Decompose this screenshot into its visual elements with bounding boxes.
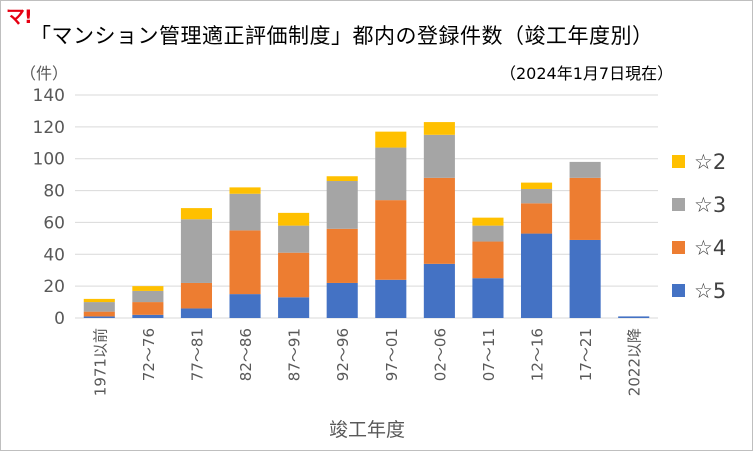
y-axis-unit-label: （件）: [20, 64, 69, 83]
bar-segment: [520, 188, 553, 204]
y-tick-label: 60: [43, 213, 65, 233]
bar-segment: [472, 278, 504, 318]
bar-segment: [83, 311, 115, 317]
bar-segment: [472, 225, 504, 242]
brand-logo: マ!: [6, 6, 33, 28]
y-tick-label: 100: [33, 150, 65, 170]
bar-segment: [180, 208, 213, 220]
bar-segment: [229, 187, 261, 194]
bar-segment: [375, 147, 407, 201]
bar-segment: [180, 219, 213, 283]
bar-segment: [472, 217, 504, 226]
x-tick-label: 1971以前: [91, 328, 109, 396]
bar-segment: [180, 282, 213, 309]
bar-segment: [278, 252, 310, 298]
x-tick-label: 17～21: [577, 328, 595, 381]
bar-segment: [132, 302, 164, 315]
bar-segment: [278, 225, 310, 253]
bar-segment: [472, 241, 504, 279]
legend-swatch: [672, 155, 685, 168]
bar-segment: [132, 314, 164, 318]
x-tick-label: 12～16: [529, 328, 547, 381]
chart-subtitle: （2024年1月7日現在）: [500, 64, 674, 83]
bar-segment: [569, 161, 601, 178]
bar-segment: [326, 282, 358, 318]
bar-segment: [326, 176, 358, 182]
bar-segment: [278, 212, 310, 226]
bar-segment: [326, 228, 358, 283]
x-tick-label: 72～76: [140, 328, 158, 381]
bar-segment: [326, 181, 358, 229]
x-tick-label: 82～86: [237, 328, 255, 381]
x-tick-label: 97～01: [383, 328, 401, 381]
bar-segment: [278, 297, 310, 318]
bar-segment: [375, 279, 407, 318]
x-axis-label: 竣工年度: [329, 419, 405, 441]
y-tick-label: 80: [43, 182, 65, 202]
bar-segment: [229, 230, 261, 295]
bar-segment: [83, 316, 115, 318]
bar-segment: [520, 233, 553, 318]
bar-segment: [83, 302, 115, 312]
legend-label: ☆5: [694, 279, 726, 303]
bar-segment: [618, 316, 650, 318]
bar-segment: [229, 294, 261, 318]
bar-segment: [569, 239, 601, 318]
bar-segment: [83, 298, 115, 303]
bar-segment: [423, 122, 455, 135]
bar-segment: [132, 290, 164, 303]
y-tick-label: 120: [33, 118, 65, 138]
bar-segment: [520, 203, 553, 234]
legend-label: ☆4: [694, 236, 726, 260]
bars: [83, 122, 650, 318]
x-tick-label: 2022以降: [626, 328, 644, 396]
y-tick-label: 20: [43, 277, 65, 297]
bar-segment: [132, 286, 164, 291]
legend-label: ☆3: [694, 193, 726, 217]
x-tick-label: 77～81: [188, 328, 206, 381]
bar-segment: [423, 263, 455, 318]
x-tick-label: 07～11: [480, 328, 498, 381]
x-tick-label: 87～91: [286, 328, 304, 381]
bar-segment: [375, 200, 407, 280]
y-tick-label: 40: [43, 245, 65, 265]
legend-swatch: [672, 198, 685, 211]
bar-segment: [375, 131, 407, 148]
legend-swatch: [672, 284, 685, 297]
bar-segment: [569, 177, 601, 240]
x-tick-label: 02～06: [431, 328, 449, 381]
x-tick-label: 92～96: [334, 328, 352, 381]
bar-segment: [520, 182, 553, 189]
y-tick-label: 140: [33, 86, 65, 106]
x-axis-ticks: 1971以前 72～76 77～81 82～86 87～91 92～96 97～01 02～0…: [91, 328, 643, 396]
bar-segment: [229, 193, 261, 231]
bar-segment: [423, 177, 455, 264]
gridlines: [75, 94, 658, 319]
chart-title: 「マンション管理適正評価制度」都内の登録件数（竣工年度別）: [30, 24, 654, 48]
legend-label: ☆2: [694, 150, 726, 174]
legend-swatch: [672, 241, 685, 254]
y-tick-label: 0: [54, 309, 65, 329]
legend: ☆2 ☆3 ☆4 ☆5: [672, 150, 726, 303]
y-axis-ticks: 0 20 40 60 80 100 120 140: [33, 86, 65, 329]
bar-segment: [180, 308, 213, 318]
bar-segment: [423, 134, 455, 178]
